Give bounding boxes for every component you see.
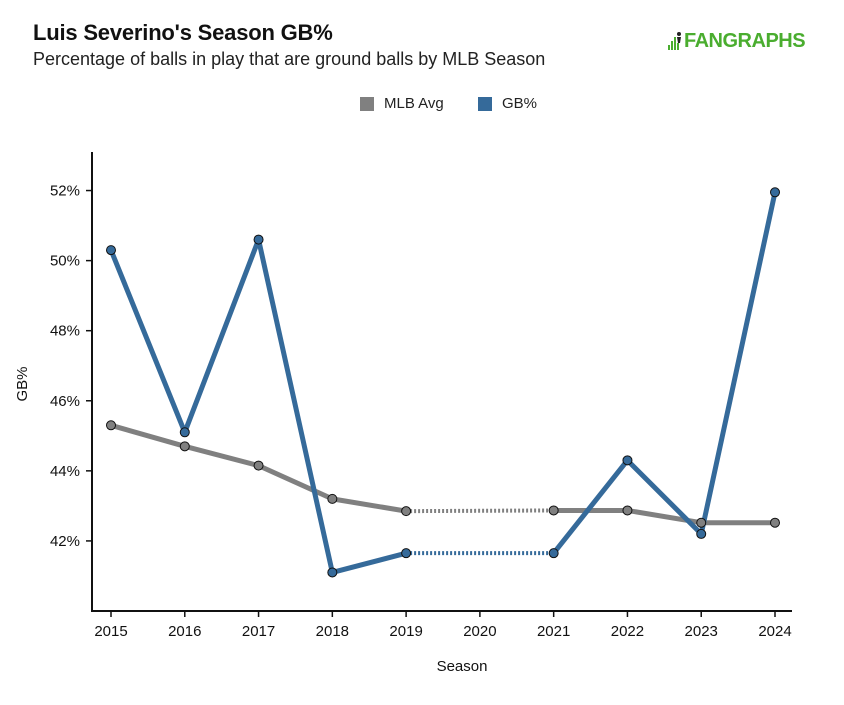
gb-line-segment [182, 237, 262, 435]
mlb-avg-point-2024 [770, 517, 780, 528]
x-tick-label: 2015 [94, 623, 127, 640]
gb-line-segment [256, 237, 335, 575]
gb-point-2021 [548, 548, 559, 559]
x-tick-label: 2016 [168, 623, 201, 640]
mlb-avg-gap-segment [406, 508, 554, 514]
mlb-avg-point-2022 [622, 505, 633, 516]
chart-title: Luis Severino's Season GB% [33, 20, 333, 45]
x-tick-label: 2021 [537, 623, 570, 640]
y-tick-label: 52% [50, 183, 80, 200]
x-tick-label: 2018 [316, 623, 349, 640]
gb-point-2017 [253, 234, 264, 245]
chart-subtitle: Percentage of balls in play that are gro… [33, 49, 546, 69]
x-tick-label: 2022 [611, 623, 644, 640]
fangraphs-logo-text: FANGRAPHS [684, 29, 806, 52]
chart-axes: 42% 44% 46% 48% 50% 52% 2015 2016 2017 2018 2019 20… [50, 152, 792, 640]
legend-swatch-gb [478, 96, 492, 111]
legend-swatch-mlb-avg [360, 96, 374, 111]
chart-points [106, 187, 780, 578]
fangraphs-logo-icon [668, 32, 681, 50]
gb-point-2018 [327, 567, 338, 578]
legend-item-mlb-avg[interactable]: MLB Avg [360, 95, 444, 112]
chart-lines [108, 189, 778, 575]
y-tick-label: 50% [50, 253, 80, 270]
legend-item-gb[interactable]: GB% [478, 95, 537, 112]
gb-line-segment [551, 457, 630, 556]
mlb-avg-point-2023 [696, 517, 707, 528]
mlb-avg-point-2016 [179, 441, 190, 452]
mlb-avg-point-2017 [253, 460, 264, 471]
mlb-avg-line-segment [182, 443, 262, 469]
mlb-avg-point-2021 [548, 505, 559, 516]
x-tick-label: 2019 [389, 623, 422, 640]
gb-line-segment [329, 550, 409, 575]
y-axis-title: GB% [14, 366, 31, 401]
gb-line-segment [624, 457, 704, 537]
x-axis-title: Season [437, 658, 488, 675]
y-tick-label: 44% [50, 463, 80, 480]
mlb-avg-point-2019 [401, 506, 412, 517]
y-tick-label: 46% [50, 393, 80, 410]
mlb-avg-line-segment [256, 463, 335, 502]
mlb-avg-point-2018 [327, 493, 338, 504]
gb-point-2015 [106, 245, 116, 256]
mlb-avg-line-segment [329, 496, 409, 514]
mlb-avg-line-segment [108, 422, 188, 449]
gb-point-2023 [696, 528, 707, 539]
gb-point-2022 [622, 455, 633, 466]
x-tick-label: 2020 [463, 623, 496, 640]
gb-line-segment [698, 189, 778, 537]
chart-legend: MLB Avg GB% [0, 95, 844, 115]
fangraphs-logo[interactable]: FANGRAPHS [668, 29, 806, 52]
gb-point-2019 [401, 548, 412, 559]
x-tick-label: 2017 [242, 623, 275, 640]
x-tick-label: 2024 [758, 623, 791, 640]
x-tick-label: 2023 [685, 623, 718, 640]
mlb-avg-point-2015 [106, 420, 116, 431]
gb-point-2016 [179, 427, 190, 438]
legend-label-gb: GB% [502, 95, 538, 112]
gb-line-segment [108, 247, 188, 435]
y-tick-label: 48% [50, 323, 80, 340]
legend-label-mlb-avg: MLB Avg [384, 95, 444, 112]
y-tick-label: 42% [50, 533, 80, 550]
gb-point-2024 [770, 187, 780, 198]
